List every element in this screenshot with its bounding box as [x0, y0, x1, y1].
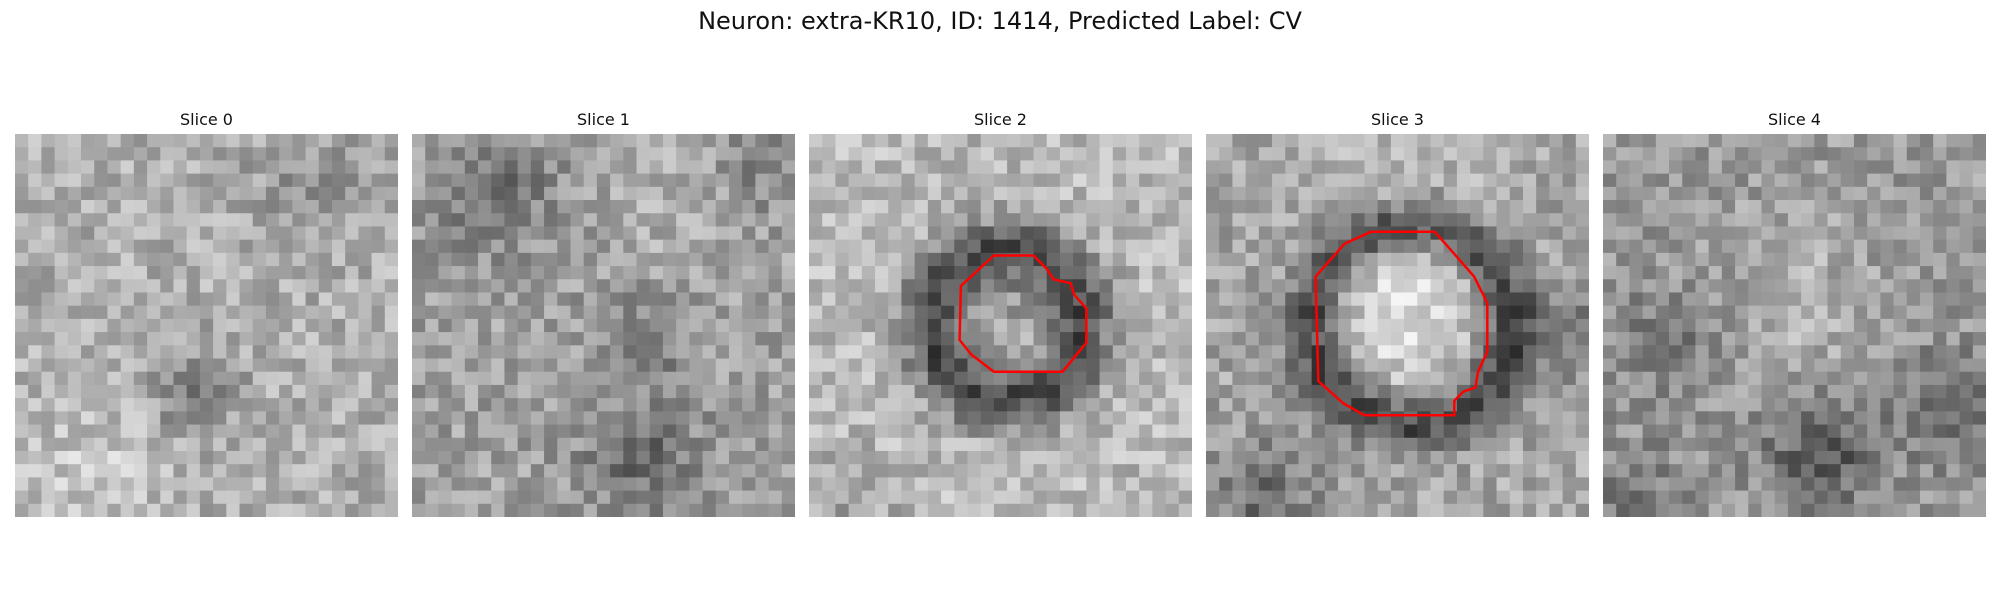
segmentation-outline	[958, 254, 1088, 373]
slice-panel-2: Slice 2	[809, 110, 1192, 520]
slice-title-0: Slice 0	[180, 110, 233, 129]
slice-title-1: Slice 1	[577, 110, 630, 129]
segmentation-outline	[1314, 230, 1489, 417]
slice-panel-0: Slice 0	[15, 110, 398, 520]
slice-2-image	[809, 134, 1192, 517]
slice-panel-3: Slice 3	[1206, 110, 1589, 520]
slice-panel-1: Slice 1	[412, 110, 795, 520]
figure-title: Neuron: extra-KR10, ID: 1414, Predicted …	[698, 7, 1302, 35]
slice-title-3: Slice 3	[1371, 110, 1424, 129]
slice-4-image	[1603, 134, 1986, 517]
slice-panel-4: Slice 4	[1603, 110, 1986, 520]
slice-3-image	[1206, 134, 1589, 517]
slice-title-2: Slice 2	[974, 110, 1027, 129]
slice-1-image	[412, 134, 795, 517]
slice-0-image	[15, 134, 398, 517]
slice-title-4: Slice 4	[1768, 110, 1821, 129]
